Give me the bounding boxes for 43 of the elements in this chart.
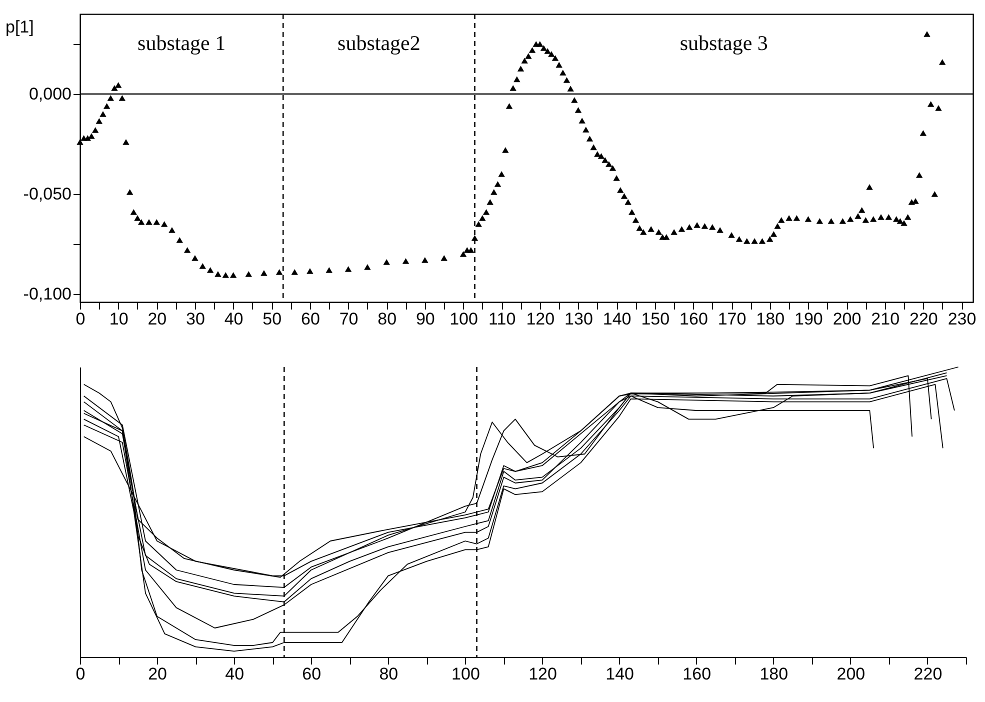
x-tick-label: 80 (378, 310, 397, 328)
x-tick-label: 220 (914, 664, 942, 684)
x-tick-label: 0 (76, 310, 86, 328)
x-tick-label: 180 (760, 664, 788, 684)
x-tick-label: 20 (148, 310, 167, 328)
x-tick-label: 100 (450, 310, 478, 328)
x-tick-label: 200 (836, 664, 866, 684)
x-tick-label: 40 (224, 310, 244, 328)
x-tick-label: 230 (948, 310, 976, 328)
annotation: substage2 (338, 31, 420, 55)
x-tick-label: 190 (794, 310, 823, 328)
y-tick-label: -0,100 (23, 284, 72, 304)
x-tick-label: 60 (302, 664, 322, 684)
x-tick-label: 100 (452, 664, 480, 684)
y-axis-title: p[1] (6, 18, 34, 36)
x-tick-label: 160 (682, 664, 712, 684)
annotation: substage 1 (138, 31, 226, 55)
y-tick-label: 0,000 (28, 84, 72, 104)
x-tick-label: 220 (909, 310, 938, 328)
x-tick-label: 140 (606, 664, 634, 684)
x-tick-label: 160 (680, 310, 708, 328)
x-tick-label: 130 (564, 310, 593, 328)
x-tick-label: 110 (488, 310, 516, 328)
x-tick-label: 40 (225, 664, 244, 684)
x-tick-label: 70 (339, 310, 358, 328)
x-tick-label: 120 (528, 664, 557, 684)
annotation: substage 3 (680, 31, 768, 55)
x-tick-label: 180 (756, 310, 785, 328)
x-tick-label: 30 (186, 310, 205, 328)
x-tick-label: 10 (109, 310, 128, 328)
x-tick-label: 20 (148, 664, 168, 684)
x-tick-label: 200 (832, 310, 862, 328)
x-tick-label: 90 (416, 310, 435, 328)
x-tick-label: 80 (379, 664, 398, 684)
x-tick-label: 170 (718, 310, 746, 328)
x-tick-label: 150 (641, 310, 670, 328)
x-tick-label: 50 (262, 310, 282, 328)
x-tick-label: 60 (300, 310, 320, 328)
y-tick-label: -0,050 (23, 184, 72, 204)
x-tick-label: 120 (526, 310, 555, 328)
x-tick-label: 0 (76, 664, 86, 684)
x-tick-label: 140 (602, 310, 632, 328)
x-tick-label: 210 (871, 310, 900, 328)
